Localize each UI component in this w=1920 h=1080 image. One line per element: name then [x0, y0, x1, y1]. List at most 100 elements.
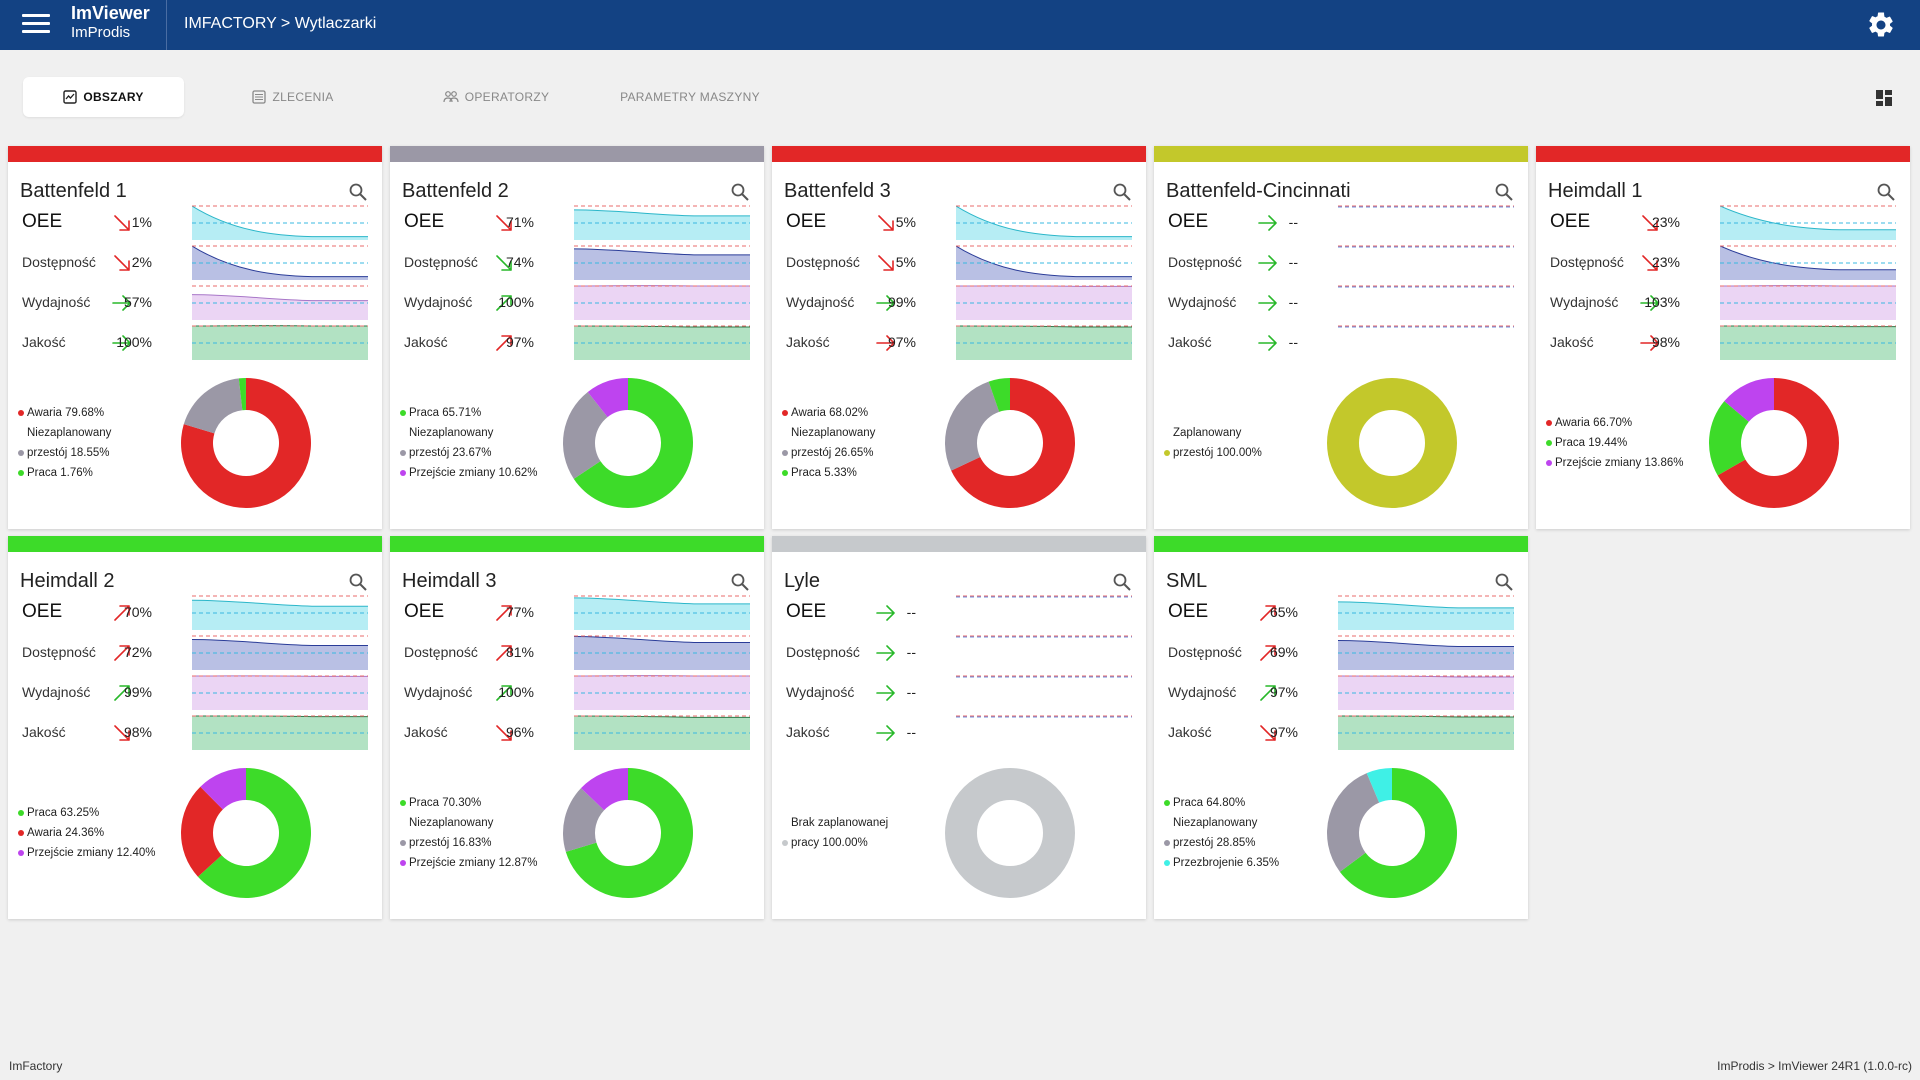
legend-item: Przejście zmiany 12.40%: [18, 843, 188, 863]
trend-arrow-icon: [496, 215, 512, 231]
machine-name[interactable]: SML: [1166, 570, 1208, 592]
metric-label: Dostępność: [1168, 644, 1242, 660]
trend-arrow-icon: [496, 645, 512, 661]
time-breakdown-donut[interactable]: [944, 377, 1076, 509]
metric-row: Wydajność 103%: [1536, 282, 1910, 322]
metric-sparkline: [1338, 285, 1514, 288]
search-icon[interactable]: [1494, 572, 1514, 592]
legend-dot: [400, 800, 406, 806]
machine-name[interactable]: Lyle: [784, 570, 820, 592]
status-bar: [1154, 536, 1528, 552]
metric-sparkline: [192, 285, 368, 320]
metric-sparkline: [574, 675, 750, 710]
tab-operatorzy[interactable]: OPERATORZY: [421, 77, 571, 117]
legend-label: Praca 19.44%: [1555, 437, 1628, 449]
metric-row: OEE 71%: [390, 202, 764, 242]
machine-name[interactable]: Heimdall 1: [1548, 180, 1643, 202]
downtime-legend: Awaria 79.68% Niezaplanowany przestój 18.…: [18, 403, 188, 483]
metric-sparkline: [1338, 205, 1514, 208]
legend-label: Przejście zmiany 13.86%: [1555, 457, 1684, 469]
metric-label: Dostępność: [1168, 254, 1242, 270]
search-icon[interactable]: [348, 572, 368, 592]
metric-label: Wydajność: [404, 684, 473, 700]
machine-card[interactable]: Battenfeld 3 OEE 5% Dostępność 5% Wydajność 99…: [772, 146, 1146, 529]
machine-card[interactable]: Battenfeld 2 OEE 71% Dostępność 74% Wydajność…: [390, 146, 764, 529]
trend-arrow-icon: [1260, 645, 1276, 661]
metric-row: OEE 5%: [772, 202, 1146, 242]
legend-label: Przezbrojenie 6.35%: [1173, 857, 1280, 869]
legend-label: Przejście zmiany 10.62%: [409, 467, 538, 479]
time-breakdown-donut[interactable]: [1326, 767, 1458, 899]
search-icon[interactable]: [1876, 182, 1896, 202]
metric-sparkline: [956, 715, 1132, 718]
downtime-legend: Brak zaplanowanej pracy 100.00%: [782, 813, 952, 853]
trend-arrow-icon: [496, 335, 512, 351]
legend-dot: [1546, 460, 1552, 466]
trend-arrow-icon: [112, 335, 131, 351]
trend-arrow-icon: [114, 645, 130, 661]
metric-value: 103%: [1644, 294, 1680, 310]
tab-zlecenia[interactable]: ZLECENIA: [228, 77, 358, 117]
metric-sparkline: [192, 675, 368, 710]
dashboard-layout-icon[interactable]: [1875, 89, 1893, 107]
trend-arrow-icon: [496, 255, 512, 271]
time-breakdown-donut[interactable]: [562, 377, 694, 509]
machine-name[interactable]: Battenfeld 3: [784, 180, 891, 202]
legend-item: Awaria 24.36%: [18, 823, 188, 843]
metric-row: OEE 65%: [1154, 592, 1528, 632]
downtime-legend: Praca 65.71% Niezaplanowany przestój 23.6…: [400, 403, 570, 483]
machine-card[interactable]: Heimdall 2 OEE 70% Dostępność 72% Wydajność 99…: [8, 536, 382, 919]
tab-obszary[interactable]: OBSZARY: [23, 77, 184, 117]
machine-card[interactable]: SML OEE 65% Dostępność 69% Wydajność 97% Jakość…: [1154, 536, 1528, 919]
metric-sparkline: [956, 245, 1132, 280]
machine-card[interactable]: Heimdall 1 OEE 23% Dostępność 23% Wydajność 10…: [1536, 146, 1910, 529]
legend-dot: [18, 470, 24, 476]
downtime-legend: Awaria 68.02% Niezaplanowany przestój 26.…: [782, 403, 952, 483]
legend-item: Brak zaplanowanej pracy 100.00%: [782, 813, 952, 853]
legend-label: Przejście zmiany 12.87%: [409, 857, 538, 869]
breadcrumb[interactable]: IMFACTORY > Wytlaczarki: [184, 15, 377, 32]
legend-label: Awaria 24.36%: [27, 827, 105, 839]
metric-row: Jakość 97%: [390, 322, 764, 362]
search-icon[interactable]: [1112, 182, 1132, 202]
machine-name[interactable]: Battenfeld-Cincinnati: [1166, 180, 1351, 202]
metric-value: 99%: [887, 294, 916, 310]
machine-name[interactable]: Heimdall 3: [402, 570, 497, 592]
tab-parametry-maszyny[interactable]: PARAMETRY MASZYNY: [605, 77, 775, 117]
machine-name[interactable]: Battenfeld 2: [402, 180, 509, 202]
trend-arrow-icon: [1640, 335, 1659, 351]
time-breakdown-donut[interactable]: [1708, 377, 1840, 509]
time-breakdown-donut[interactable]: [180, 377, 312, 509]
metric-label: Jakość: [404, 724, 448, 740]
machine-card[interactable]: Battenfeld 1 OEE 1% Dostępność 2% Wydajność 57…: [8, 146, 382, 529]
machine-name[interactable]: Heimdall 2: [20, 570, 115, 592]
machine-card[interactable]: Heimdall 3 OEE 77% Dostępność 81% Wydajność 10…: [390, 536, 764, 919]
metric-label: Wydajność: [1168, 294, 1237, 310]
search-icon[interactable]: [730, 182, 750, 202]
machine-name[interactable]: Battenfeld 1: [20, 180, 127, 202]
legend-label: Niezaplanowany przestój 26.65%: [791, 427, 876, 459]
status-bar: [772, 536, 1146, 552]
search-icon[interactable]: [1494, 182, 1514, 202]
gear-icon[interactable]: [1866, 10, 1896, 40]
legend-item: Niezaplanowany przestój 23.67%: [400, 423, 570, 463]
hamburger-menu-icon[interactable]: [22, 14, 50, 36]
time-breakdown-donut[interactable]: [562, 767, 694, 899]
metric-value: 23%: [1651, 254, 1680, 270]
metric-value: 98%: [1651, 334, 1680, 350]
time-breakdown-donut[interactable]: [944, 767, 1076, 899]
trend-arrow-icon: [496, 295, 512, 311]
metric-value: 81%: [505, 644, 534, 660]
trend-arrow-icon: [114, 605, 130, 621]
time-breakdown-donut[interactable]: [1326, 377, 1458, 509]
search-icon[interactable]: [348, 182, 368, 202]
legend-item: Zaplanowany przestój 100.00%: [1164, 423, 1334, 463]
machine-card[interactable]: Battenfeld-Cincinnati OEE -- Dostępność -- Wy…: [1154, 146, 1528, 529]
legend-item: Praca 19.44%: [1546, 433, 1716, 453]
metric-row: Jakość 97%: [772, 322, 1146, 362]
search-icon[interactable]: [730, 572, 750, 592]
trend-arrow-icon: [1258, 335, 1277, 351]
search-icon[interactable]: [1112, 572, 1132, 592]
machine-card[interactable]: Lyle OEE -- Dostępność -- Wydajność -- Jakość --…: [772, 536, 1146, 919]
time-breakdown-donut[interactable]: [180, 767, 312, 899]
